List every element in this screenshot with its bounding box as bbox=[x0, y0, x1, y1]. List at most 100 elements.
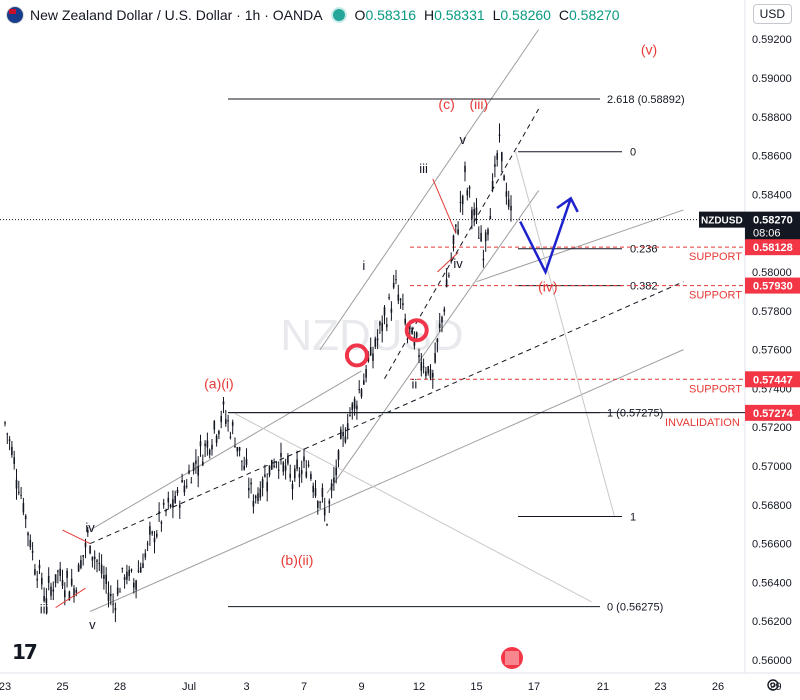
tradingview-logo-icon[interactable]: 17 bbox=[12, 640, 38, 664]
candle-body bbox=[22, 503, 25, 513]
breakout-circle bbox=[404, 318, 429, 343]
candle-body bbox=[93, 556, 96, 560]
candle-body bbox=[388, 296, 390, 299]
candle-body bbox=[36, 578, 38, 581]
x-tick-label: 23 bbox=[0, 681, 11, 693]
ohlc-open-value: 0.58316 bbox=[365, 7, 417, 23]
ohlc-open-key: O bbox=[354, 7, 366, 23]
y-tick-label: 0.58400 bbox=[752, 189, 792, 201]
candle-body bbox=[236, 447, 239, 452]
candle-body bbox=[264, 474, 266, 477]
candle-body bbox=[461, 195, 464, 205]
level-price-tag bbox=[745, 371, 800, 388]
candle-body bbox=[379, 321, 381, 326]
candle-body bbox=[197, 465, 199, 476]
candle-body bbox=[156, 533, 158, 537]
candle-body bbox=[498, 134, 501, 136]
candle-body bbox=[57, 570, 59, 572]
candle-body bbox=[139, 567, 142, 573]
candle-body bbox=[34, 569, 36, 575]
candle-body bbox=[275, 462, 278, 464]
level-price-tag bbox=[745, 277, 800, 294]
candle-body bbox=[149, 526, 151, 535]
candle-body bbox=[18, 491, 20, 493]
candle-body bbox=[98, 563, 101, 565]
candle-body bbox=[464, 165, 466, 173]
candle-body bbox=[356, 405, 358, 410]
x-tick-label: 23 bbox=[654, 681, 666, 693]
nz-flag-icon bbox=[6, 6, 24, 24]
candle-body bbox=[84, 542, 87, 548]
channel-line bbox=[384, 108, 540, 379]
candle-body bbox=[50, 586, 52, 596]
candle-body bbox=[116, 587, 119, 595]
wave-label-iii-low: iii bbox=[40, 601, 49, 616]
candle-body bbox=[195, 460, 197, 464]
projection-path bbox=[519, 197, 572, 276]
candle-body bbox=[441, 316, 443, 323]
candle-body bbox=[455, 224, 457, 227]
candle-body bbox=[144, 553, 147, 558]
ohlc-close-key: C bbox=[558, 7, 569, 23]
channel-line bbox=[89, 349, 684, 612]
candle-body bbox=[185, 485, 188, 487]
candle-body bbox=[114, 607, 117, 611]
wave-label-v: (v) bbox=[641, 42, 657, 58]
channel-line bbox=[89, 370, 362, 531]
candle-body bbox=[284, 465, 287, 471]
candle-body bbox=[484, 232, 487, 242]
candle-body bbox=[466, 190, 469, 196]
candle-body bbox=[110, 593, 112, 597]
symbol-price-tag bbox=[699, 211, 745, 228]
candle-body bbox=[349, 414, 351, 416]
candle-body bbox=[206, 440, 209, 448]
level-price-tag bbox=[745, 404, 800, 421]
candle-body bbox=[24, 515, 27, 520]
channel-line bbox=[515, 151, 615, 517]
candle-body bbox=[77, 564, 80, 572]
currency-button[interactable]: USD bbox=[752, 4, 792, 24]
fib-ext-label: 1 bbox=[630, 511, 636, 523]
level-price-value: 0.58128 bbox=[753, 242, 793, 254]
candle-body bbox=[482, 258, 485, 261]
fib-ext-label: 0.382 bbox=[630, 281, 658, 293]
candle-body bbox=[369, 347, 372, 356]
candle-body bbox=[188, 470, 190, 474]
candle-body bbox=[305, 471, 308, 478]
wave-label-v-top: v bbox=[459, 132, 466, 147]
market-open-status-icon bbox=[332, 9, 345, 21]
candle-body bbox=[29, 539, 32, 548]
y-tick-label: 0.58800 bbox=[752, 112, 792, 124]
gear-icon[interactable] bbox=[766, 678, 780, 692]
candle-body bbox=[89, 546, 91, 554]
x-tick-label: 15 bbox=[470, 681, 482, 693]
candle-body bbox=[75, 589, 78, 593]
y-tick-label: 0.56600 bbox=[752, 539, 792, 551]
candle-body bbox=[404, 318, 406, 324]
level-price-value: 0.57447 bbox=[753, 374, 793, 386]
y-tick-label: 0.59200 bbox=[752, 34, 792, 46]
candle-body bbox=[87, 530, 89, 533]
candle-body bbox=[153, 537, 156, 543]
candle-body bbox=[277, 469, 280, 471]
candle-body bbox=[20, 494, 22, 496]
symbol-title[interactable]: New Zealand Dollar / U.S. Dollar · 1h · … bbox=[30, 7, 323, 23]
candle-body bbox=[402, 303, 404, 306]
candle-body bbox=[510, 205, 512, 211]
candle-body bbox=[480, 232, 482, 242]
candle-body bbox=[321, 488, 324, 497]
candle-body bbox=[64, 590, 66, 598]
candle-body bbox=[213, 421, 216, 430]
y-tick-label: 0.57000 bbox=[752, 461, 792, 473]
candle-body bbox=[358, 389, 360, 391]
candle-body bbox=[452, 235, 455, 245]
wave-label-a-i: (a)(i) bbox=[204, 375, 234, 391]
candle-body bbox=[38, 565, 41, 569]
candle-body bbox=[312, 485, 314, 493]
wave-label-iv: (iv) bbox=[538, 278, 557, 294]
chart-header: New Zealand Dollar / U.S. Dollar · 1h · … bbox=[6, 4, 624, 26]
candle-body bbox=[448, 275, 450, 277]
candle-body bbox=[335, 467, 337, 476]
candle-body bbox=[399, 299, 402, 301]
